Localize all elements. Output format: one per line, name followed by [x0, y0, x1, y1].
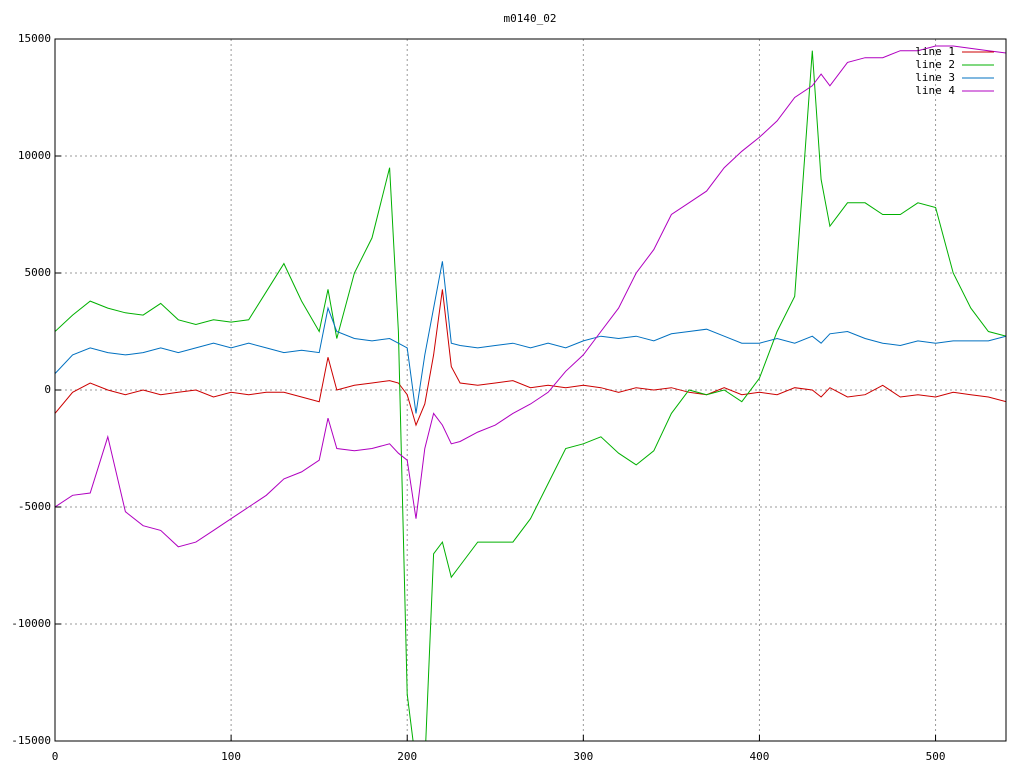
- y-tick-label: 10000: [18, 149, 51, 162]
- series-line: [55, 289, 1006, 427]
- series-line: [55, 45, 1006, 548]
- series-line: [55, 261, 1006, 414]
- x-tick-label: 0: [52, 750, 59, 763]
- plot-lines: [55, 45, 1006, 741]
- legend-label: line 4: [915, 84, 955, 97]
- legend-label: line 2: [915, 58, 955, 71]
- labels: -15000 -10000 -5000 0 5000 10000 15000 0 100 200 3…: [11, 32, 994, 763]
- y-tick-label: -5000: [18, 500, 51, 513]
- y-tick-label: -15000: [11, 734, 51, 747]
- x-tick-label: 200: [397, 750, 417, 763]
- x-tick-label: 500: [926, 750, 946, 763]
- x-tick-label: 400: [750, 750, 770, 763]
- series-line: [55, 50, 1006, 741]
- legend-label: line 3: [915, 71, 955, 84]
- y-tick-label: -10000: [11, 617, 51, 630]
- chart-title: m0140_02: [504, 12, 557, 25]
- x-tick-label: 100: [221, 750, 241, 763]
- grid: [54, 38, 1006, 742]
- y-tick-label: 0: [44, 383, 51, 396]
- y-tick-label: 15000: [18, 32, 51, 45]
- y-tick-label: 5000: [25, 266, 52, 279]
- x-tick-label: 300: [573, 750, 593, 763]
- legend-label: line 1: [915, 45, 955, 58]
